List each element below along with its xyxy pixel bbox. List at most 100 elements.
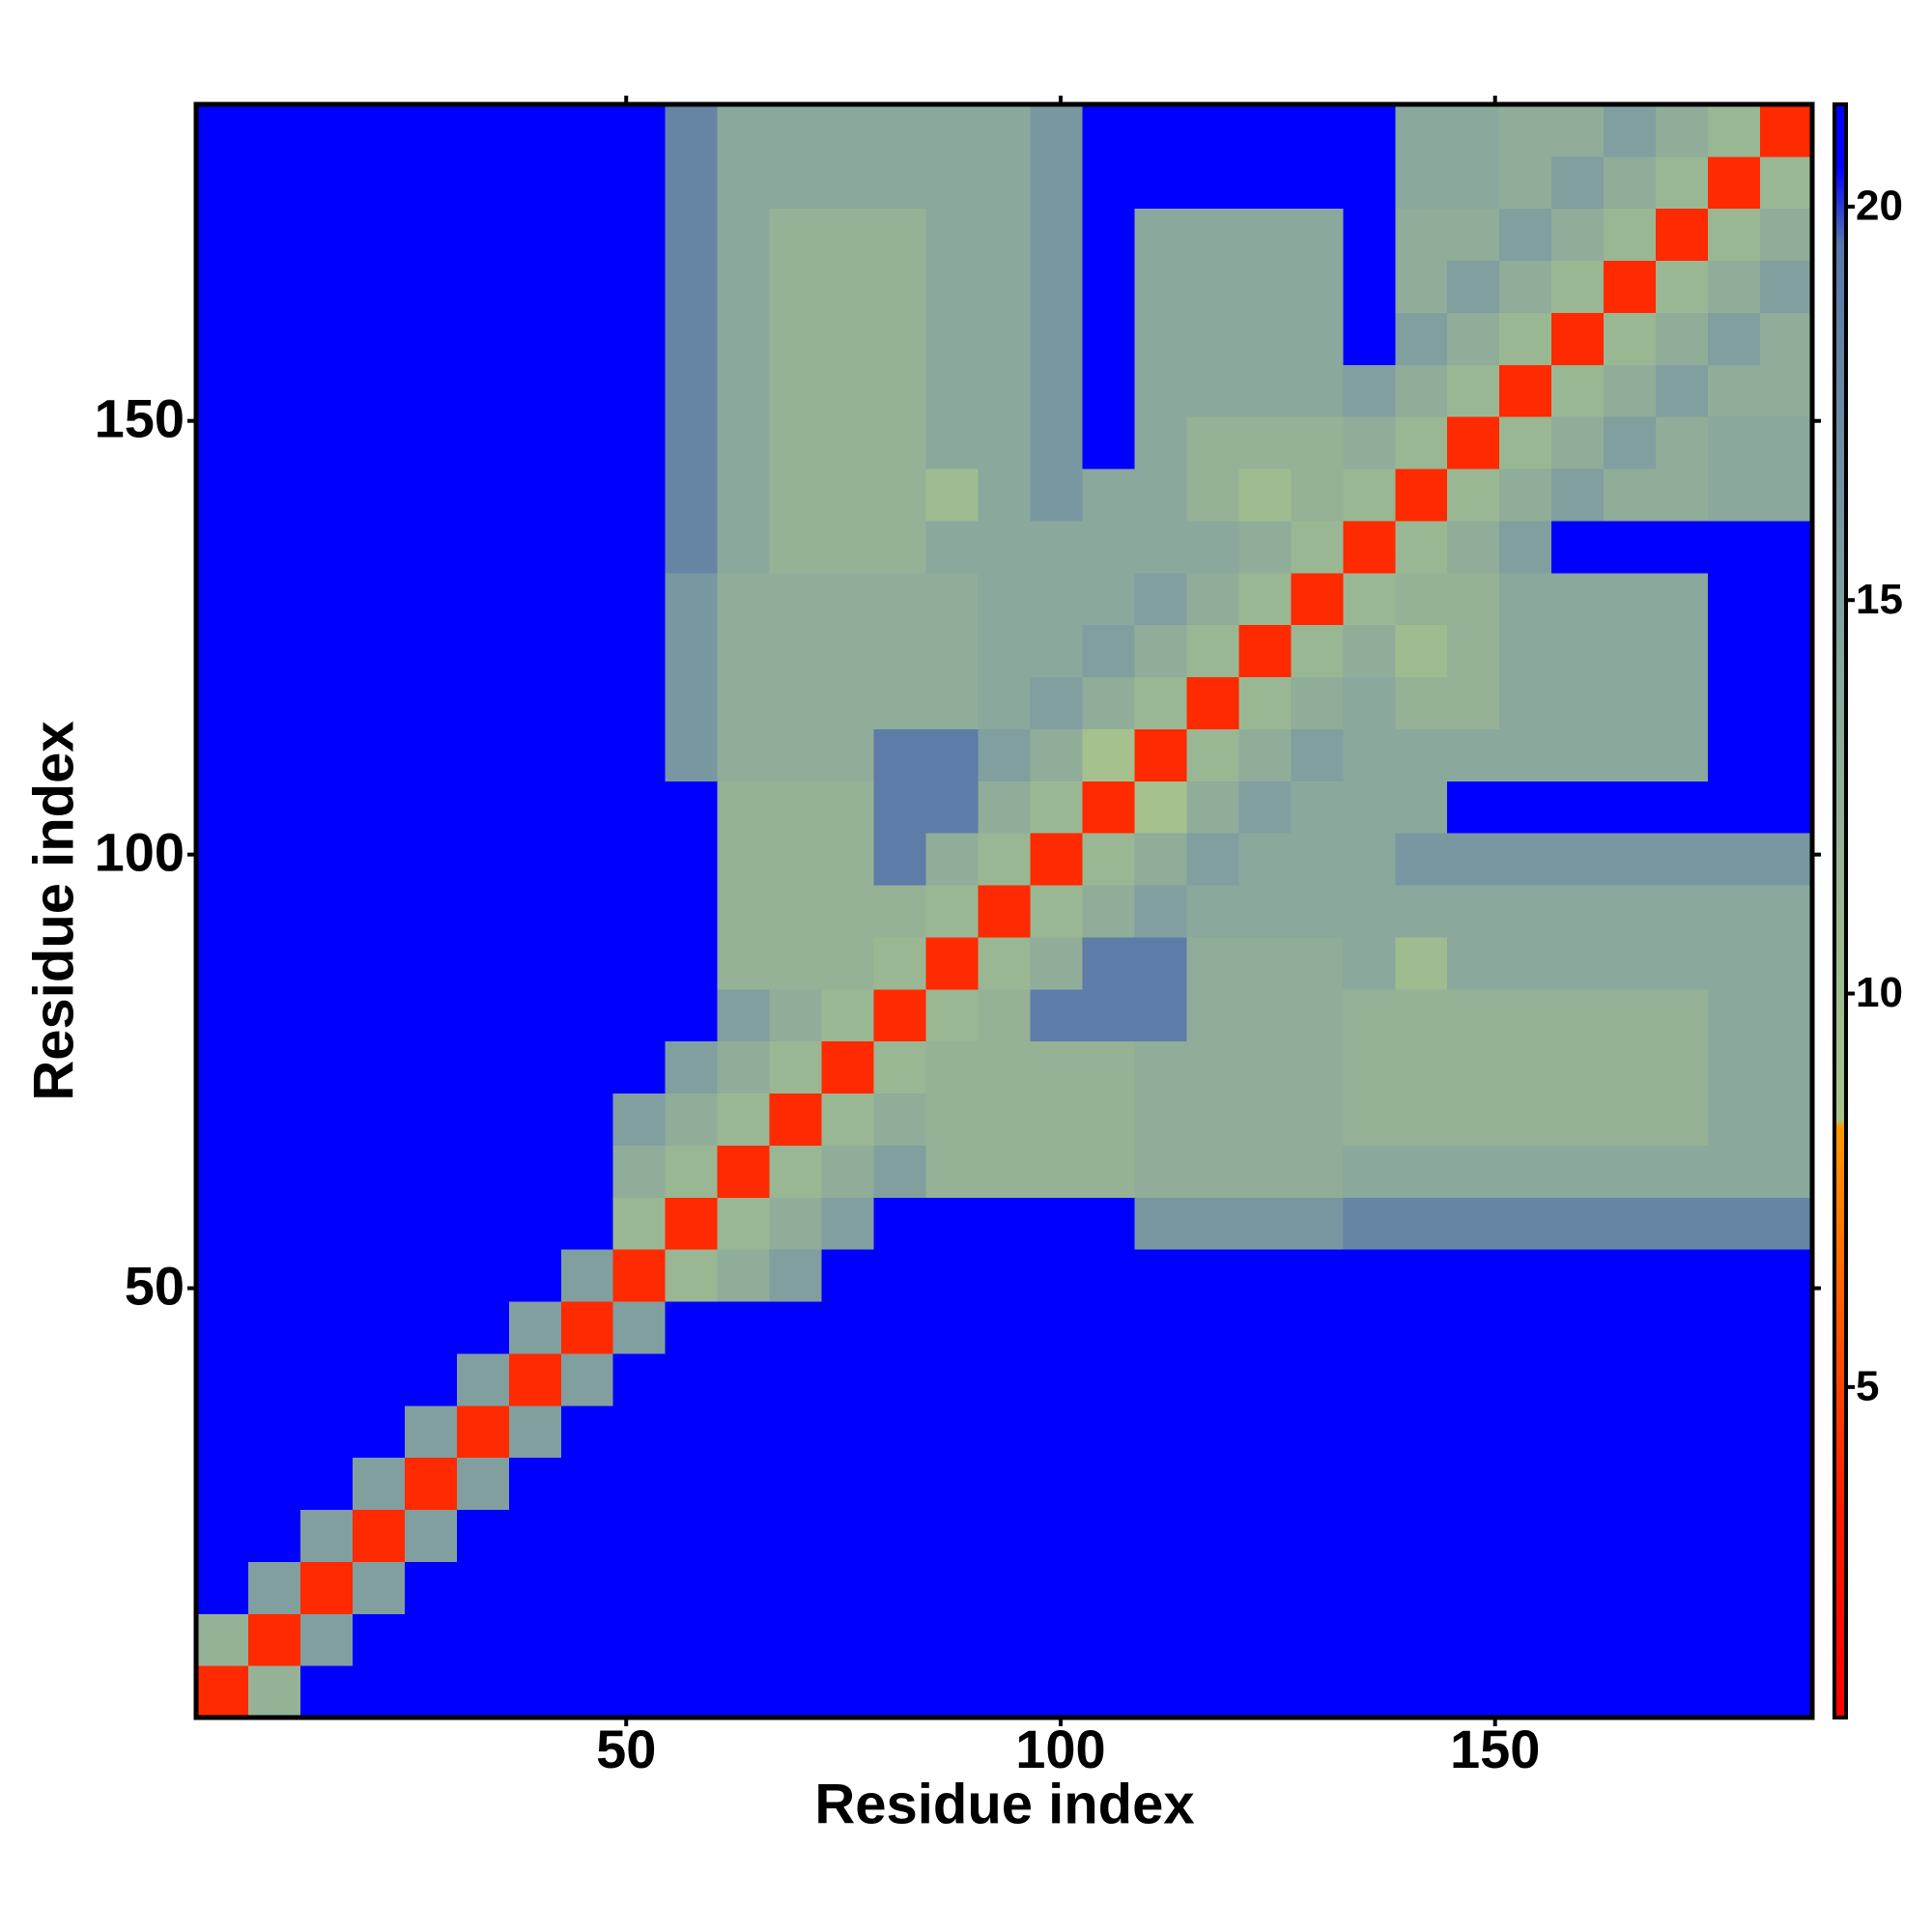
heatmap-cell: [1238, 885, 1292, 938]
heatmap-cell: [665, 208, 719, 262]
heatmap-cell: [1499, 260, 1552, 313]
heatmap-cell: [196, 988, 249, 1042]
heatmap-cell: [1708, 469, 1761, 522]
heatmap-cell: [1343, 156, 1396, 210]
heatmap-cell: [1656, 833, 1709, 886]
heatmap-cell: [821, 260, 875, 313]
heatmap-cell: [1760, 416, 1813, 469]
heatmap-cell: [1238, 1405, 1292, 1459]
heatmap-cell: [1395, 469, 1448, 522]
heatmap-cell: [247, 1093, 301, 1146]
heatmap-cell: [196, 1040, 249, 1094]
heatmap-cell: [352, 936, 406, 990]
heatmap-cell: [821, 1561, 875, 1614]
heatmap-cell: [508, 885, 562, 938]
heatmap-cell: [717, 1665, 771, 1719]
heatmap-cell: [612, 1093, 667, 1146]
heatmap-cell: [1708, 520, 1761, 574]
heatmap-cell: [456, 208, 510, 262]
heatmap-cell: [1499, 208, 1552, 262]
heatmap-cell: [1082, 1613, 1135, 1666]
heatmap-cell: [247, 1561, 301, 1614]
heatmap-cell: [769, 1093, 823, 1146]
heatmap-cell: [1656, 1457, 1709, 1511]
heatmap-cell: [1238, 936, 1292, 990]
heatmap-cell: [1343, 572, 1396, 626]
heatmap-cell: [508, 104, 562, 157]
heatmap-cell: [1238, 728, 1292, 781]
heatmap-cell: [299, 1352, 354, 1406]
heatmap-cell: [1551, 104, 1605, 157]
heatmap-cell: [612, 260, 667, 313]
heatmap-cell: [1186, 1301, 1239, 1354]
heatmap-cell: [1134, 1665, 1187, 1719]
heatmap-cell: [612, 104, 667, 157]
heatmap-cell: [1760, 833, 1813, 886]
heatmap-cell: [665, 104, 719, 157]
heatmap-cell: [508, 1509, 562, 1562]
heatmap-cell: [665, 1665, 719, 1719]
heatmap-cell: [769, 520, 823, 574]
heatmap-cell: [769, 469, 823, 522]
heatmap-cell: [1291, 1613, 1344, 1666]
heatmap-cell: [1238, 624, 1292, 678]
heatmap-cell: [717, 1040, 771, 1094]
heatmap-cell: [1134, 1613, 1187, 1666]
heatmap-cell: [612, 520, 667, 574]
heatmap-cell: [1551, 885, 1605, 938]
heatmap-cell: [508, 469, 562, 522]
heatmap-cell: [1447, 1197, 1500, 1250]
heatmap-cell: [352, 988, 406, 1042]
heatmap-cell: [456, 364, 510, 417]
heatmap-cell: [352, 208, 406, 262]
heatmap-cell: [717, 1197, 771, 1250]
heatmap-cell: [1082, 156, 1135, 210]
heatmap-cell: [1343, 728, 1396, 781]
heatmap-cell: [1343, 260, 1396, 313]
heatmap-cell: [769, 104, 823, 157]
heatmap-cell: [978, 1352, 1031, 1406]
heatmap-cell: [612, 833, 667, 886]
heatmap-cell: [196, 728, 249, 781]
heatmap-cell: [404, 1040, 458, 1094]
heatmap-cell: [560, 1352, 614, 1406]
heatmap-cell: [1134, 781, 1187, 834]
heatmap-cell: [612, 988, 667, 1042]
heatmap-cell: [1030, 364, 1083, 417]
heatmap-cell: [1604, 624, 1657, 678]
heatmap-cell: [1499, 572, 1552, 626]
heatmap-cell: [247, 572, 301, 626]
heatmap-cell: [1447, 469, 1500, 522]
heatmap-cell: [352, 1457, 406, 1511]
heatmap-cell: [196, 156, 249, 210]
heatmap-cell: [352, 520, 406, 574]
heatmap-cell: [978, 364, 1031, 417]
heatmap-cell: [769, 1197, 823, 1250]
heatmap-cell: [978, 520, 1031, 574]
heatmap-cell: [456, 520, 510, 574]
heatmap-cell: [1708, 156, 1761, 210]
heatmap-cell: [299, 1093, 354, 1146]
heatmap-cell: [1551, 156, 1605, 210]
heatmap-cell: [508, 156, 562, 210]
heatmap-cell: [1291, 1145, 1344, 1198]
heatmap-cell: [1343, 1040, 1396, 1094]
heatmap-cell: [299, 1301, 354, 1354]
heatmap-cell: [404, 988, 458, 1042]
heatmap-cell: [665, 1509, 719, 1562]
heatmap-cell: [1186, 260, 1239, 313]
heatmap-cell: [1499, 1145, 1552, 1198]
heatmap-cell: [1604, 208, 1657, 262]
heatmap-cell: [1186, 885, 1239, 938]
heatmap-cell: [247, 833, 301, 886]
heatmap-cell: [873, 676, 927, 729]
heatmap-cell: [456, 1301, 510, 1354]
heatmap-cell: [978, 1249, 1031, 1302]
heatmap-cell: [299, 1145, 354, 1198]
heatmap-cell: [299, 469, 354, 522]
heatmap-cell: [560, 469, 614, 522]
heatmap-cell: [1395, 833, 1448, 886]
heatmap-cell: [352, 1197, 406, 1250]
heatmap-cell: [717, 624, 771, 678]
heatmap-cell: [456, 624, 510, 678]
